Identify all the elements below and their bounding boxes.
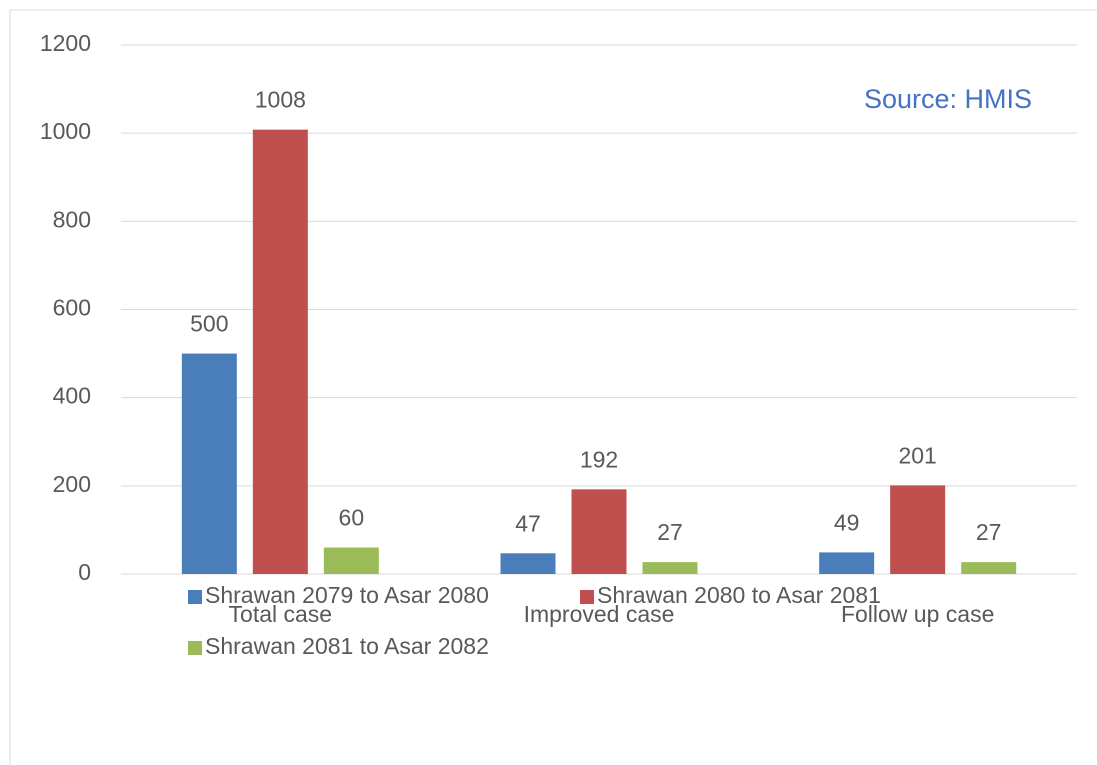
bar [323, 547, 379, 574]
chart-frame [9, 9, 1097, 765]
y-tick-label: 0 [78, 559, 91, 585]
data-label: 201 [898, 442, 936, 468]
y-tick-label: 200 [53, 471, 91, 497]
bar [961, 562, 1017, 574]
annotation: Source: HMIS [864, 84, 1032, 114]
data-label: 1008 [255, 87, 306, 113]
data-label: 500 [190, 311, 228, 337]
data-label: 49 [834, 509, 860, 535]
legend-swatch [580, 590, 594, 604]
data-label: 60 [339, 505, 365, 531]
legend-label: Shrawan 2079 to Asar 2080 [205, 582, 489, 608]
bar [181, 353, 237, 574]
y-tick-label: 400 [53, 383, 91, 409]
legend-swatch [188, 590, 202, 604]
legend-label: Shrawan 2080 to Asar 2081 [597, 582, 881, 608]
bar [500, 553, 556, 574]
x-tick-label: Follow up case [841, 601, 994, 627]
data-label: 192 [580, 446, 618, 472]
x-tick-label: Total case [229, 601, 333, 627]
data-label: 47 [515, 510, 541, 536]
bar [252, 129, 308, 574]
y-tick-label: 1000 [40, 118, 91, 144]
data-label: 27 [657, 519, 683, 545]
legend-label: Shrawan 2081 to Asar 2082 [205, 633, 489, 659]
y-tick-label: 800 [53, 206, 91, 232]
legend-swatch [188, 641, 202, 655]
bar [819, 552, 875, 574]
bar [890, 485, 946, 574]
y-tick-label: 600 [53, 295, 91, 321]
data-label: 27 [976, 519, 1002, 545]
bar [642, 562, 698, 574]
y-tick-label: 1200 [40, 30, 91, 56]
bar [571, 489, 627, 574]
x-tick-label: Improved case [524, 601, 675, 627]
